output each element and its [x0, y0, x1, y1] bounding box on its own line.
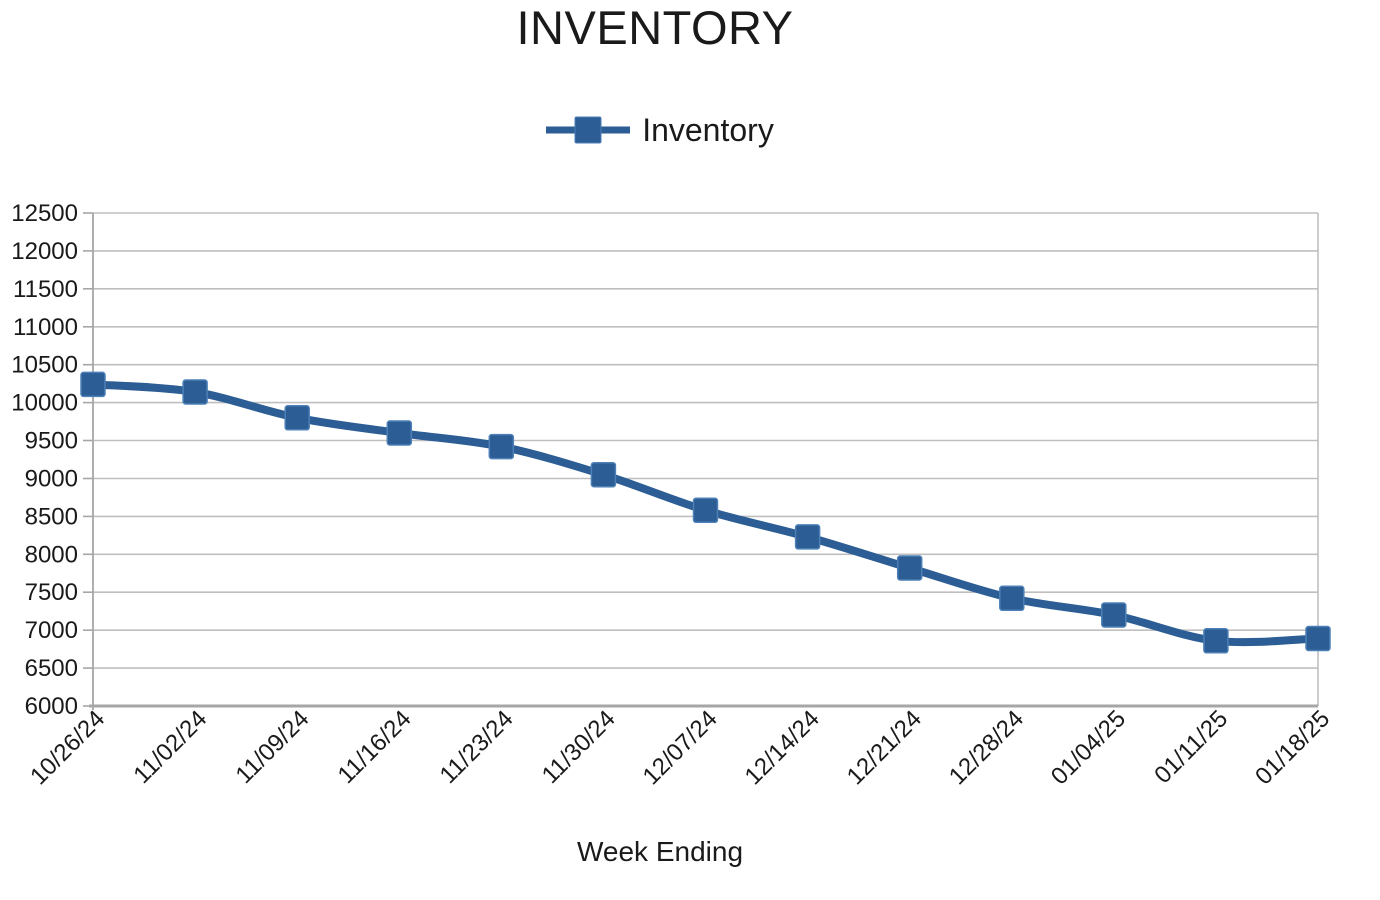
x-axis-label-group: 01/18/25	[1250, 705, 1335, 790]
y-axis-label: 6500	[25, 655, 78, 682]
data-point-marker	[182, 379, 208, 405]
legend: Inventory	[0, 106, 1350, 154]
x-axis-label: 11/02/24	[128, 705, 212, 789]
x-axis-label: 12/28/24	[944, 705, 1029, 790]
x-axis-label-group: 12/28/24	[944, 705, 1029, 790]
y-axis-label: 9000	[25, 466, 78, 493]
y-axis-label: 9500	[25, 428, 78, 455]
data-point-marker	[999, 585, 1025, 612]
data-point-marker	[386, 420, 413, 446]
chart-title: INVENTORY	[516, 1, 794, 54]
y-axis-label: 12500	[11, 200, 78, 227]
x-axis-label: 01/11/25	[1149, 705, 1233, 789]
data-point-marker	[1203, 628, 1229, 654]
data-point-marker	[794, 524, 821, 550]
x-axis-label: 12/07/24	[638, 705, 723, 790]
y-axis-label: 7500	[25, 579, 78, 606]
x-axis-label-group: 11/16/24	[333, 705, 417, 789]
x-axis-label-group: 01/04/25	[1046, 705, 1131, 790]
x-axis-label: 11/30/24	[537, 705, 621, 789]
data-point-marker	[590, 461, 617, 488]
x-axis-label-group: 12/21/24	[842, 705, 927, 790]
x-axis-label-group: 11/23/24	[435, 705, 519, 789]
y-axis-label: 6000	[25, 693, 78, 720]
legend-line-marker-icon	[546, 116, 631, 144]
x-axis-label-group: 12/07/24	[638, 705, 723, 790]
y-axis-label: 12000	[11, 238, 78, 265]
x-axis-label: 01/04/25	[1046, 705, 1131, 790]
data-point-marker	[896, 555, 923, 581]
y-axis-label: 11500	[13, 276, 78, 303]
data-point-marker	[692, 497, 719, 524]
legend-square-marker-icon	[574, 116, 602, 144]
x-axis-label-group: 11/02/24	[128, 705, 212, 789]
data-point-marker	[1101, 602, 1127, 628]
data-point-marker	[1305, 625, 1331, 652]
x-axis-label-group: 11/09/24	[231, 705, 315, 789]
x-axis-label-group: 01/11/25	[1149, 705, 1233, 789]
y-axis-label: 8500	[25, 503, 78, 530]
y-axis-label: 8000	[25, 541, 78, 568]
x-axis-label-group: 11/30/24	[537, 705, 621, 789]
x-axis-title: Week Ending	[576, 836, 744, 867]
x-axis-label-group: 12/14/24	[740, 705, 825, 790]
y-axis-label: 10500	[11, 352, 78, 379]
x-axis-label: 12/21/24	[842, 705, 927, 790]
x-axis-label: 11/16/24	[333, 705, 417, 789]
y-axis-label: 10000	[11, 390, 78, 417]
x-axis-label: 12/14/24	[740, 705, 825, 790]
x-axis-label: 01/18/25	[1250, 705, 1335, 790]
data-point-marker	[284, 405, 310, 431]
x-axis-label: 11/23/24	[435, 705, 519, 789]
legend-label: Inventory	[642, 111, 774, 148]
x-axis-label: 11/09/24	[231, 705, 315, 789]
y-axis-label: 7000	[25, 617, 78, 644]
data-point-marker	[488, 433, 515, 460]
y-axis-label: 11000	[13, 314, 78, 341]
data-point-marker	[80, 371, 106, 398]
